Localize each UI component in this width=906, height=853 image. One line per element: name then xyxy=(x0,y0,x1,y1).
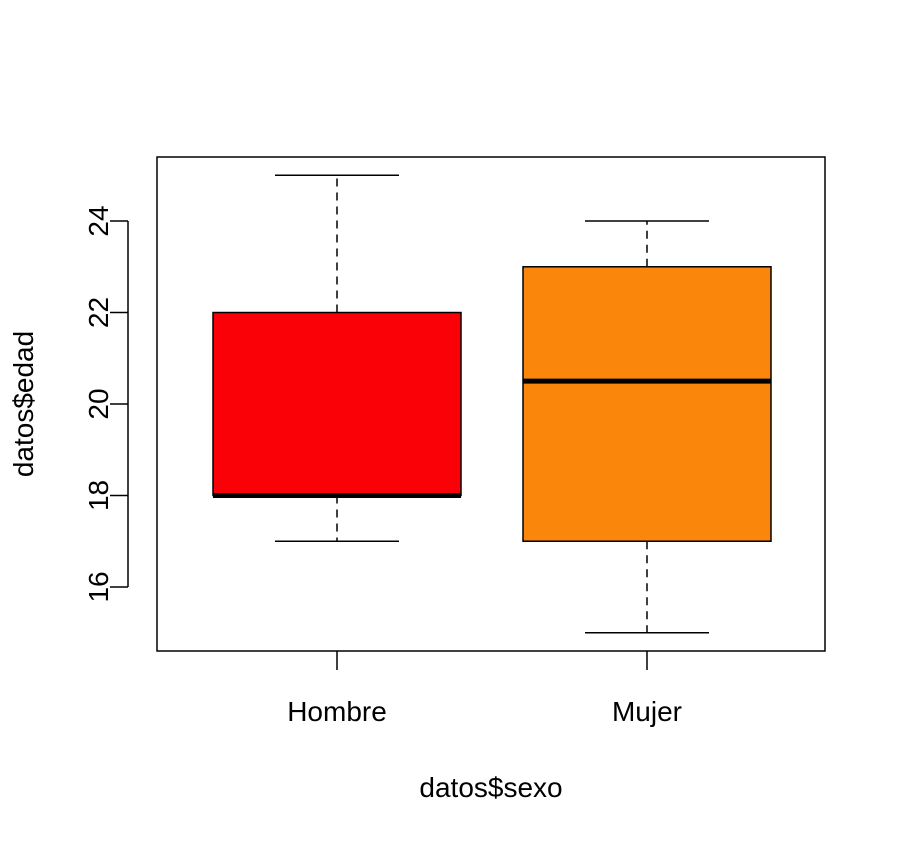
y-tick-label: 18 xyxy=(83,480,114,511)
x-axis: Hombre Mujer xyxy=(287,651,682,727)
boxes-group xyxy=(212,174,772,634)
y-tick-label: 22 xyxy=(83,297,114,328)
x-tick-label: Mujer xyxy=(612,696,682,727)
iqr-box xyxy=(522,266,772,542)
plot-area-frame xyxy=(156,156,826,652)
x-tick-label: Hombre xyxy=(287,696,387,727)
y-tick-label: 20 xyxy=(83,388,114,419)
x-axis-title: datos$sexo xyxy=(419,772,562,803)
y-tick-label: 16 xyxy=(83,571,114,602)
box-hombre xyxy=(212,174,462,542)
y-axis-title: datos$edad xyxy=(8,331,39,477)
box-mujer xyxy=(522,220,772,634)
y-axis: 16 18 20 22 24 xyxy=(83,205,129,603)
iqr-box xyxy=(212,311,462,497)
y-tick-label: 24 xyxy=(83,205,114,236)
